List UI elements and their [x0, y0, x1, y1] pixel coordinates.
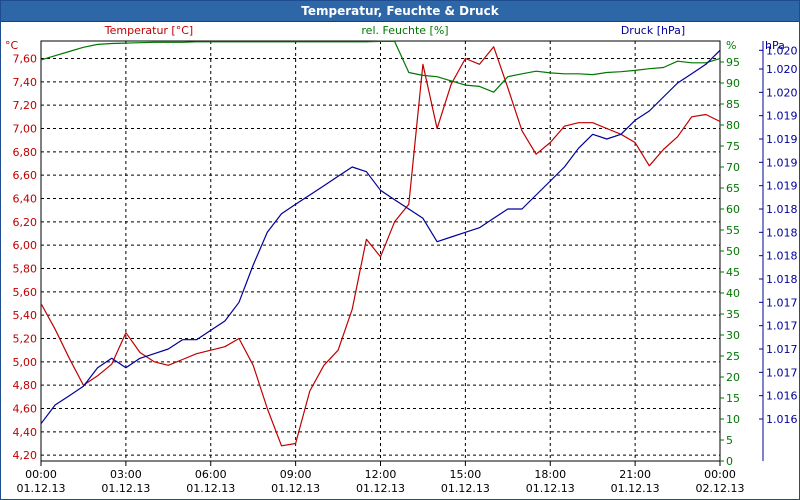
humidity-tick-label: 25	[726, 350, 740, 363]
humidity-tick-label: 95	[726, 56, 740, 69]
pressure-tick-label: 1.018	[766, 250, 798, 263]
pressure-tick-label: 1.016	[766, 390, 798, 403]
temperature-tick-label: 7,20	[13, 99, 38, 112]
humidity-unit: %	[726, 39, 736, 52]
window-title: Temperatur, Feuchte & Druck	[1, 1, 799, 22]
temperature-tick-label: 7,40	[13, 76, 38, 89]
pressure-tick-label: 1.020	[766, 63, 798, 76]
x-tick-label-date: 01.12.13	[271, 482, 320, 495]
x-tick-label-date: 01.12.13	[17, 482, 66, 495]
humidity-axis-label: rel. Feuchte [%]	[361, 24, 448, 37]
temperature-tick-label: 6,60	[13, 169, 38, 182]
humidity-tick-label: 60	[726, 203, 740, 216]
x-tick-label-date: 02.12.13	[696, 482, 745, 495]
humidity-tick-label: 65	[726, 182, 740, 195]
temperature-line	[40, 46, 721, 447]
x-tick-label-date: 01.12.13	[526, 482, 575, 495]
temperature-tick-label: 5,80	[13, 263, 38, 276]
x-tick-label-date: 01.12.13	[356, 482, 405, 495]
humidity-tick-label: 45	[726, 266, 740, 279]
x-tick-label-date: 01.12.13	[611, 482, 660, 495]
pressure-tick-label: 1.018	[766, 203, 798, 216]
pressure-tick-label: 1.017	[766, 343, 798, 356]
x-tick-label-time: 00:00	[25, 468, 57, 481]
humidity-line	[40, 40, 721, 93]
humidity-tick-label: 40	[726, 287, 740, 300]
pressure-tick-label: 1.020	[766, 44, 798, 57]
x-tick-label-date: 01.12.13	[441, 482, 490, 495]
x-tick-label-time: 06:00	[195, 468, 227, 481]
humidity-tick-label: 35	[726, 308, 740, 321]
pressure-tick-label: 1.018	[766, 273, 798, 286]
x-tick-label-time: 21:00	[619, 468, 651, 481]
pressure-tick-label: 1.018	[766, 226, 798, 239]
humidity-tick-label: 30	[726, 329, 740, 342]
pressure-tick-label: 1.019	[766, 110, 798, 123]
x-tick-label-time: 03:00	[110, 468, 142, 481]
pressure-line	[40, 49, 721, 425]
x-tick-label-time: 00:00	[704, 468, 736, 481]
humidity-tick-label: 85	[726, 98, 740, 111]
temperature-tick-label: 6,20	[13, 216, 38, 229]
temperature-tick-label: 4,20	[13, 449, 38, 462]
pressure-axis-label: Druck [hPa]	[621, 24, 685, 37]
temperature-tick-label: 6,40	[13, 193, 38, 206]
pressure-tick-label: 1.020	[766, 86, 798, 99]
x-tick-label-date: 01.12.13	[186, 482, 235, 495]
pressure-tick-label: 1.017	[766, 366, 798, 379]
x-tick-label-date: 01.12.13	[101, 482, 150, 495]
humidity-tick-label: 10	[726, 413, 740, 426]
temperature-tick-label: 6,00	[13, 239, 38, 252]
pressure-tick-label: 1.017	[766, 296, 798, 309]
temperature-unit: °C	[5, 39, 19, 52]
temperature-tick-label: 4,60	[13, 403, 38, 416]
humidity-tick-label: 20	[726, 371, 740, 384]
humidity-tick-label: 90	[726, 77, 740, 90]
temperature-tick-label: 7,00	[13, 123, 38, 136]
pressure-tick-label: 1.019	[766, 180, 798, 193]
temperature-tick-label: 5,40	[13, 309, 38, 322]
chart-canvas: 00:0001.12.1303:0001.12.1306:0001.12.130…	[5, 24, 798, 495]
pressure-tick-label: 1.016	[766, 413, 798, 426]
temperature-tick-label: 4,80	[13, 379, 38, 392]
x-tick-label-time: 18:00	[534, 468, 566, 481]
humidity-tick-label: 70	[726, 161, 740, 174]
pressure-unit: hPa	[765, 39, 785, 52]
humidity-tick-label: 0	[726, 455, 733, 468]
x-tick-label-time: 12:00	[365, 468, 397, 481]
pressure-tick-label: 1.019	[766, 133, 798, 146]
temperature-tick-label: 5,20	[13, 333, 38, 346]
temperature-tick-label: 6,80	[13, 146, 38, 159]
humidity-tick-label: 50	[726, 245, 740, 258]
x-tick-label-time: 15:00	[450, 468, 482, 481]
x-tick-label-time: 09:00	[280, 468, 312, 481]
pressure-tick-label: 1.017	[766, 320, 798, 333]
pressure-tick-label: 1.019	[766, 156, 798, 169]
humidity-tick-label: 55	[726, 224, 740, 237]
humidity-tick-label: 15	[726, 392, 740, 405]
humidity-tick-label: 75	[726, 140, 740, 153]
temperature-tick-label: 5,00	[13, 356, 38, 369]
humidity-tick-label: 5	[726, 434, 733, 447]
temperature-axis-label: Temperatur [°C]	[104, 24, 193, 37]
temperature-tick-label: 5,60	[13, 286, 38, 299]
temperature-tick-label: 7,60	[13, 53, 38, 66]
temperature-tick-label: 4,40	[13, 426, 38, 439]
humidity-tick-label: 80	[726, 119, 740, 132]
